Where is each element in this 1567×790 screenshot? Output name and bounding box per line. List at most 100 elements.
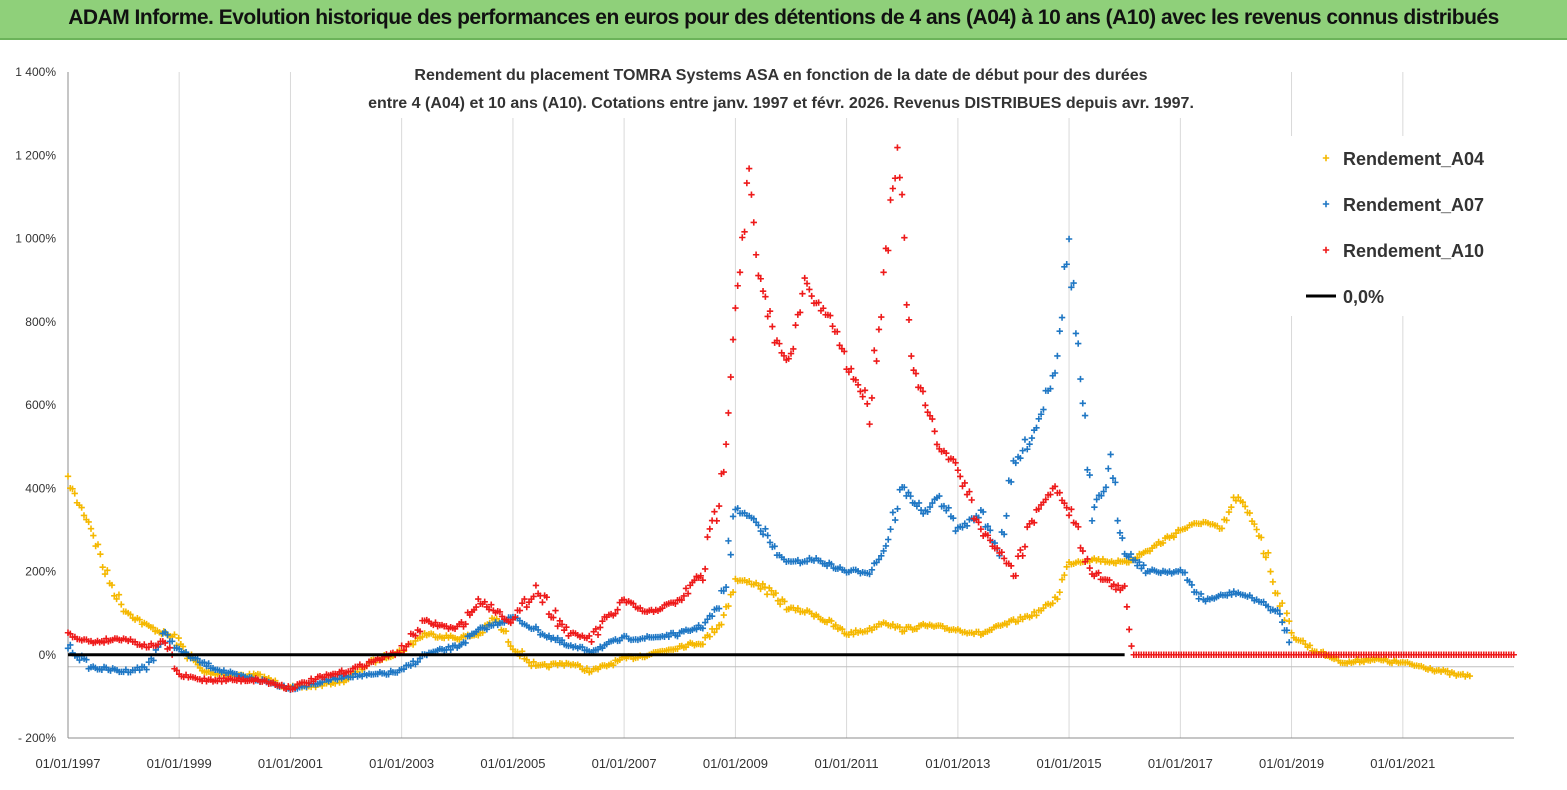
data-point [76, 656, 83, 664]
data-point [750, 515, 758, 522]
data-point [447, 646, 454, 654]
data-point [1181, 569, 1189, 576]
data-point [1012, 572, 1019, 579]
data-point [64, 645, 72, 652]
data-point [136, 616, 143, 623]
data-point [924, 408, 931, 416]
data-point [1285, 618, 1293, 625]
data-point [757, 585, 764, 593]
data-point [894, 144, 901, 151]
data-point [291, 684, 299, 692]
data-point [708, 613, 716, 620]
data-point [400, 647, 408, 654]
data-point [149, 624, 157, 631]
data-point [1241, 503, 1249, 510]
y-tick-label: 0% [39, 648, 57, 662]
data-point [847, 365, 855, 372]
data-point [1119, 534, 1126, 542]
data-point [759, 580, 766, 588]
data-point [917, 384, 924, 392]
data-point [1030, 608, 1038, 616]
data-point [732, 304, 739, 312]
data-point [887, 196, 894, 204]
legend-label: Rendement_A07 [1343, 195, 1484, 215]
data-point [507, 619, 514, 627]
data-point [984, 532, 992, 539]
data-point [1106, 576, 1113, 584]
data-point [871, 347, 878, 354]
data-point [171, 631, 178, 638]
data-point [1138, 565, 1145, 572]
data-point [1278, 599, 1286, 607]
data-point [1127, 550, 1135, 558]
data-point [752, 251, 760, 258]
data-point [530, 658, 537, 665]
data-point [701, 619, 709, 626]
x-axis: 01/01/1997 01/01/1999 01/01/2001 01/01/2003… [35, 737, 1514, 771]
data-point [889, 509, 897, 516]
data-point [920, 510, 927, 517]
data-point [145, 658, 153, 666]
data-point [532, 582, 540, 589]
legend-marker [1322, 154, 1330, 162]
y-tick-label: 1 400% [15, 65, 56, 79]
data-point [1065, 235, 1073, 243]
data-point [518, 599, 526, 607]
legend-box [1282, 136, 1512, 316]
x-tick-label: 01/01/1999 [147, 756, 212, 771]
data-point [1218, 525, 1226, 532]
data-point [769, 323, 776, 330]
data-point [1274, 590, 1281, 597]
data-point [1265, 549, 1272, 557]
data-point [143, 666, 150, 673]
data-point [993, 544, 1001, 552]
data-point [776, 340, 783, 347]
data-point [699, 576, 707, 584]
data-point [998, 549, 1005, 556]
data-point [1040, 604, 1047, 612]
banner: ADAM Informe. Evolution historique des p… [0, 0, 1567, 40]
data-point [545, 632, 553, 640]
data-point [836, 342, 843, 349]
data-point [505, 638, 512, 646]
data-point [720, 611, 727, 619]
data-point [820, 305, 827, 312]
legend-marker [1322, 246, 1330, 254]
data-point [711, 508, 718, 515]
data-point [715, 605, 723, 612]
data-point [910, 366, 917, 374]
data-point [466, 611, 474, 619]
data-point [1024, 445, 1031, 453]
data-point [1058, 314, 1066, 321]
data-point [108, 581, 116, 589]
data-point [734, 505, 741, 512]
data-point [1079, 547, 1087, 555]
data-point [179, 643, 187, 650]
data-point [1075, 523, 1082, 531]
data-point [405, 640, 412, 648]
data-point [523, 603, 530, 611]
data-point [1024, 523, 1031, 531]
x-tick-label: 01/01/2021 [1370, 756, 1435, 771]
data-point [961, 479, 968, 487]
data-point [887, 526, 894, 533]
data-point [1100, 488, 1107, 495]
x-tick-label: 01/01/2005 [480, 756, 545, 771]
data-point [94, 541, 102, 548]
data-point [552, 607, 559, 614]
data-point [720, 587, 727, 595]
data-point [866, 570, 873, 578]
data-point [665, 633, 673, 640]
data-point [488, 601, 495, 608]
data-point [414, 658, 421, 666]
data-point [1110, 581, 1117, 588]
data-point [1065, 512, 1073, 519]
chart-title-line2: entre 4 (A04) et 10 ans (A10). Cotations… [368, 95, 1194, 112]
data-point [1058, 576, 1066, 583]
data-point [796, 309, 804, 316]
data-point [729, 589, 737, 596]
data-point [950, 456, 957, 463]
data-point [1225, 508, 1233, 516]
data-point [1026, 440, 1033, 448]
data-point [725, 409, 732, 417]
